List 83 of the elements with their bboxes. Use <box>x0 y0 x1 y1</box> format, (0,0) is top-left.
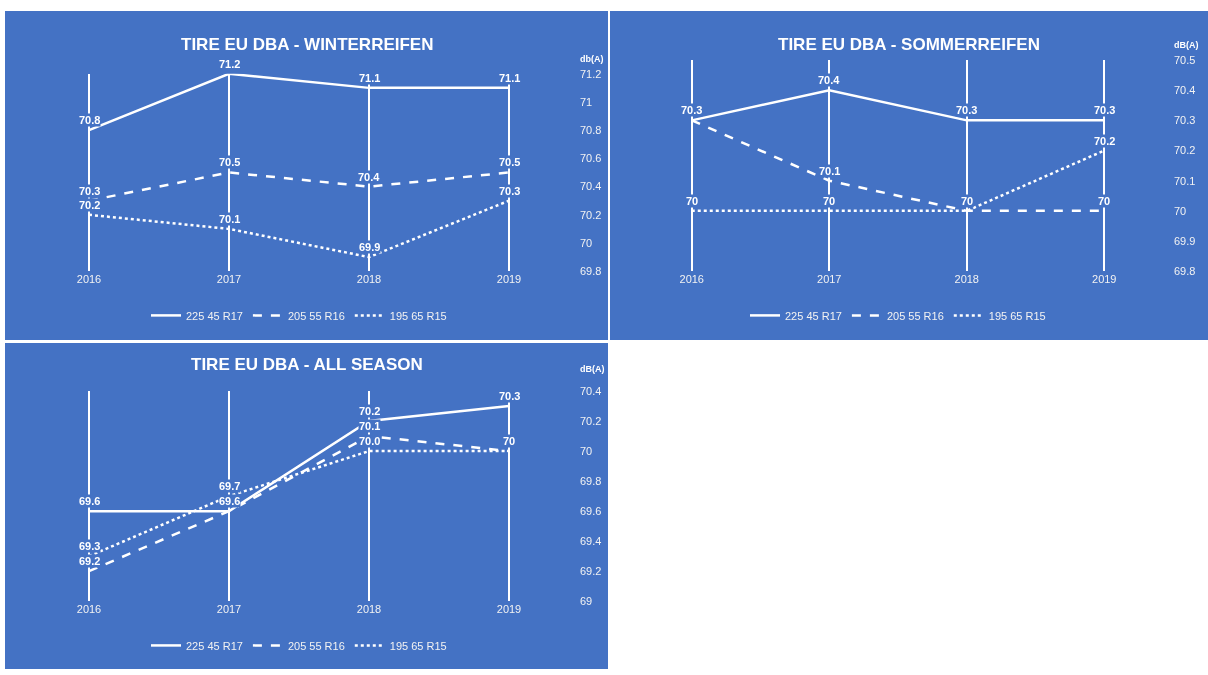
data-label: 70.5 <box>499 156 521 168</box>
y-axis-title: dB(A) <box>1174 40 1199 50</box>
y-tick-label: 69.8 <box>1174 265 1196 278</box>
data-label: 70.4 <box>358 171 381 183</box>
y-tick-label: 69.6 <box>580 504 602 517</box>
x-tick-label: 2016 <box>76 603 102 616</box>
x-tick-label: 2018 <box>954 273 979 286</box>
legend-label: 205 55 R16 <box>287 639 345 652</box>
data-label: 70 <box>503 435 516 447</box>
data-label: 70.2 <box>1094 135 1116 147</box>
y-tick-label: 70.2 <box>580 208 602 221</box>
data-label: 70.0 <box>359 435 381 447</box>
data-label: 70.1 <box>219 213 241 225</box>
y-tick-label: 70.6 <box>580 152 602 165</box>
data-label: 70.2 <box>79 199 101 211</box>
y-tick-label: 70.2 <box>580 414 602 427</box>
data-label: 70.1 <box>359 420 381 432</box>
x-tick-label: 2016 <box>76 273 102 286</box>
data-label: 70.5 <box>219 156 241 168</box>
data-label: 69.6 <box>79 495 101 507</box>
legend-label: 225 45 R17 <box>186 639 243 652</box>
legend-label: 205 55 R16 <box>287 309 345 322</box>
data-label: 70.4 <box>818 74 841 86</box>
data-label: 71.1 <box>499 72 521 84</box>
y-tick-label: 70.8 <box>580 124 602 137</box>
data-label: 70 <box>823 195 836 207</box>
y-tick-label: 69.8 <box>580 474 602 487</box>
data-label: 70.3 <box>499 390 521 402</box>
y-tick-label: 69.8 <box>580 265 602 278</box>
y-tick-label: 70 <box>1174 204 1187 217</box>
y-tick-label: 71 <box>580 95 593 108</box>
legend-label: 205 55 R16 <box>886 309 944 322</box>
x-tick-label: 2016 <box>679 273 704 286</box>
data-label: 70 <box>686 195 699 207</box>
y-tick-label: 69 <box>580 595 593 608</box>
data-label: 69.7 <box>219 480 241 492</box>
y-tick-label: 70.4 <box>1174 84 1196 97</box>
y-tick-label: 70 <box>580 444 593 457</box>
data-label: 70.3 <box>681 104 703 116</box>
y-tick-label: 69.4 <box>580 535 602 548</box>
y-tick-label: 70.3 <box>1174 114 1196 127</box>
data-label: 70 <box>961 195 974 207</box>
data-label: 70.8 <box>79 114 101 126</box>
x-tick-label: 2018 <box>356 603 382 616</box>
y-tick-label: 70.4 <box>580 384 602 397</box>
y-tick-label: 70.2 <box>1174 144 1196 157</box>
data-label: 70.3 <box>499 185 521 197</box>
y-tick-label: 71.2 <box>580 67 602 80</box>
chart-title: TIRE EU DBA - WINTERREIFEN <box>181 35 434 54</box>
x-tick-label: 2019 <box>496 603 522 616</box>
data-label: 71.2 <box>219 58 241 70</box>
x-tick-label: 2019 <box>1092 273 1117 286</box>
legend-label: 195 65 R15 <box>988 309 1046 322</box>
y-tick-label: 70.4 <box>580 180 602 193</box>
legend-label: 195 65 R15 <box>389 639 447 652</box>
y-tick-label: 69.2 <box>580 565 602 578</box>
legend-label: 225 45 R17 <box>785 309 842 322</box>
data-label: 69.9 <box>359 241 381 253</box>
data-label: 70.3 <box>79 185 101 197</box>
x-tick-label: 2017 <box>216 603 242 616</box>
y-tick-label: 70 <box>580 236 593 249</box>
data-label: 69.2 <box>79 555 101 567</box>
y-tick-label: 70.1 <box>1174 174 1196 187</box>
legend-label: 195 65 R15 <box>389 309 447 322</box>
chart-title: TIRE EU DBA - ALL SEASON <box>191 355 423 374</box>
data-label: 70.3 <box>956 104 978 116</box>
data-label: 69.6 <box>219 495 241 507</box>
x-tick-label: 2018 <box>356 273 382 286</box>
chart-title: TIRE EU DBA - SOMMERREIFEN <box>778 35 1040 54</box>
data-label: 70.3 <box>1094 104 1116 116</box>
x-tick-label: 2017 <box>817 273 842 286</box>
data-label: 70.2 <box>359 405 381 417</box>
x-tick-label: 2019 <box>496 273 522 286</box>
data-label: 71.1 <box>359 72 381 84</box>
y-tick-label: 69.9 <box>1174 234 1196 247</box>
x-tick-label: 2017 <box>216 273 242 286</box>
data-label: 70.1 <box>819 165 841 177</box>
y-tick-label: 70.5 <box>1174 53 1196 66</box>
data-label: 70 <box>1098 195 1111 207</box>
data-label: 69.3 <box>79 540 101 552</box>
legend-label: 225 45 R17 <box>186 309 243 322</box>
y-axis-title: db(A) <box>580 54 604 64</box>
y-axis-title: dB(A) <box>580 364 605 374</box>
